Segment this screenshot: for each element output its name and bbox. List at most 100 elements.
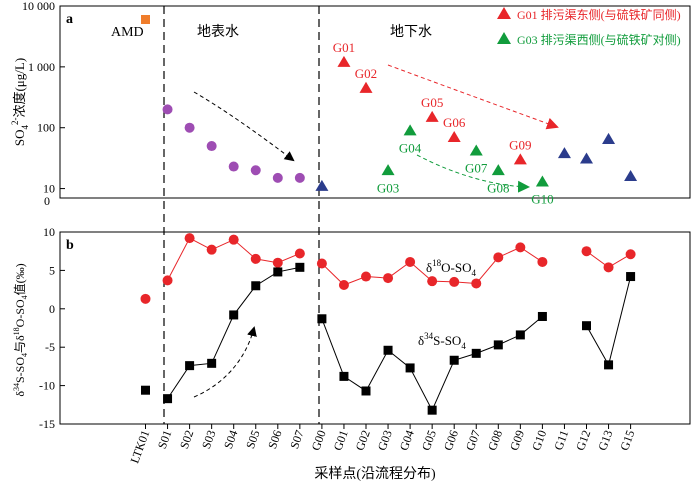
data-point-circle-s05 <box>250 253 261 264</box>
x-tick-label-g00: G00 <box>308 428 328 452</box>
series-line-square-1 <box>167 266 300 399</box>
data-point-circle-g05 <box>427 276 438 287</box>
panel-b-tick-label: -10 <box>39 379 55 393</box>
point-label-g08: G08 <box>487 180 509 195</box>
point-label-g01: G01 <box>333 40 355 55</box>
data-point-s07 <box>294 172 305 183</box>
data-point-circle-s04 <box>228 234 239 245</box>
x-tick-label-g04: G04 <box>397 428 417 452</box>
data-point-g15 <box>624 169 638 182</box>
data-point-square-ltk01 <box>141 385 150 395</box>
x-tick-label-ltk01: LTK01 <box>127 428 152 465</box>
panel-a-y-title: SO42-浓度(μg/L) <box>10 58 30 146</box>
data-point-g13 <box>602 132 616 144</box>
data-point-ltk01 <box>141 15 150 25</box>
data-point-square-g15 <box>626 272 636 282</box>
data-point-square-g01 <box>339 371 349 381</box>
data-point-circle-g02 <box>361 271 371 282</box>
data-point-s03 <box>206 141 217 152</box>
data-point-circle-g03 <box>383 273 394 284</box>
panel-b-tick-label: 5 <box>49 263 55 277</box>
data-point-square-s04 <box>229 310 239 320</box>
point-label-g10: G10 <box>531 192 553 207</box>
data-point-square-g12 <box>582 321 591 331</box>
x-tick-label-s01: S01 <box>155 428 175 450</box>
data-point-g03 <box>381 164 395 176</box>
data-point-square-s02 <box>185 361 195 371</box>
data-point-square-s05 <box>251 281 261 291</box>
x-tick-label-s02: S02 <box>177 428 197 450</box>
x-tick-label-g05: G05 <box>419 428 439 452</box>
panel-a-tick-label: 10 <box>43 182 55 196</box>
series-label-s34: δ34S-SO4 <box>418 331 466 351</box>
data-point-circle-ltk01 <box>140 293 151 304</box>
data-point-g04 <box>403 124 417 136</box>
data-point-circle-g08 <box>493 252 504 263</box>
data-point-circle-g07 <box>471 278 482 289</box>
data-point-square-g04 <box>405 363 415 373</box>
data-point-square-g08 <box>493 340 503 350</box>
x-tick-label-g06: G06 <box>441 428 461 452</box>
point-label-g06: G06 <box>443 115 466 130</box>
x-tick-label-g03: G03 <box>375 428 395 452</box>
data-point-circle-s02 <box>184 233 195 244</box>
legend-label-west: G03 排污渠西侧(与硫铁矿对侧) <box>517 32 681 47</box>
point-label-g05: G05 <box>421 95 443 110</box>
data-point-g06 <box>447 130 461 143</box>
data-point-g02 <box>359 81 373 93</box>
panel-a-tick-label: 100 <box>37 121 55 135</box>
x-tick-label-s05: S05 <box>243 428 263 450</box>
data-point-circle-s01 <box>162 275 173 286</box>
legend-red-triangle <box>497 7 511 19</box>
data-point-circle-g13 <box>603 262 614 273</box>
panel-b-letter: b <box>66 238 74 253</box>
x-tick-label-g08: G08 <box>485 428 505 452</box>
data-point-circle-s03 <box>206 244 217 255</box>
data-point-g10 <box>535 175 549 187</box>
data-point-s02 <box>184 122 195 133</box>
point-label-g09: G09 <box>509 138 531 153</box>
x-tick-label-g15: G15 <box>617 428 637 452</box>
point-label-g07: G07 <box>465 161 488 176</box>
point-label-g04: G04 <box>399 141 422 156</box>
data-point-square-s06 <box>273 267 283 277</box>
panel-b-tick-label: -15 <box>39 417 55 431</box>
data-point-g08 <box>491 164 505 176</box>
panel-a-axis-zero: 0 <box>44 194 50 208</box>
trend-arrow-surface <box>193 91 295 162</box>
data-point-g00 <box>315 179 329 191</box>
data-point-square-g13 <box>604 360 614 370</box>
x-tick-label-g10: G10 <box>529 428 549 452</box>
data-point-square-g07 <box>471 348 481 358</box>
data-point-square-g02 <box>361 386 371 396</box>
panel-b-x-axis: LTK01 S01 S02 S03 S04 S05 S06 S07 G00 G01 G02 G03 G0… <box>127 424 637 465</box>
data-point-g07 <box>469 144 483 156</box>
x-tick-label-g13: G13 <box>595 428 615 452</box>
data-point-s06 <box>272 172 283 183</box>
data-point-square-g06 <box>449 355 459 365</box>
series-label-o18: δ18O-SO4 <box>426 258 476 278</box>
panel-b-frame <box>59 231 691 425</box>
data-point-circle-g12 <box>581 246 592 257</box>
point-label-g03: G03 <box>377 180 399 195</box>
data-point-square-g09 <box>515 330 525 340</box>
x-tick-label-g11: G11 <box>551 428 571 452</box>
x-tick-label-g01: G01 <box>331 428 351 452</box>
data-point-s04 <box>228 161 239 172</box>
data-point-square-s01 <box>163 394 173 404</box>
data-point-s05 <box>250 165 261 176</box>
data-point-circle-s06 <box>272 257 283 268</box>
panel-a-tick-label: 10 000 <box>22 0 55 13</box>
data-point-circle-g00 <box>316 258 327 269</box>
x-tick-label-s04: S04 <box>221 428 241 450</box>
data-point-circle-g10 <box>537 256 548 267</box>
legend-green-triangle <box>497 32 511 44</box>
panel-b-y-title: δ34S-SO4与δ18O-SO4值(‰) <box>12 263 29 396</box>
x-tick-label-g02: G02 <box>353 428 373 452</box>
data-point-circle-g09 <box>515 242 526 253</box>
region-label-ground: 地下水 <box>390 24 432 40</box>
x-tick-label-g09: G09 <box>507 428 527 452</box>
x-tick-label-g12: G12 <box>573 428 593 452</box>
